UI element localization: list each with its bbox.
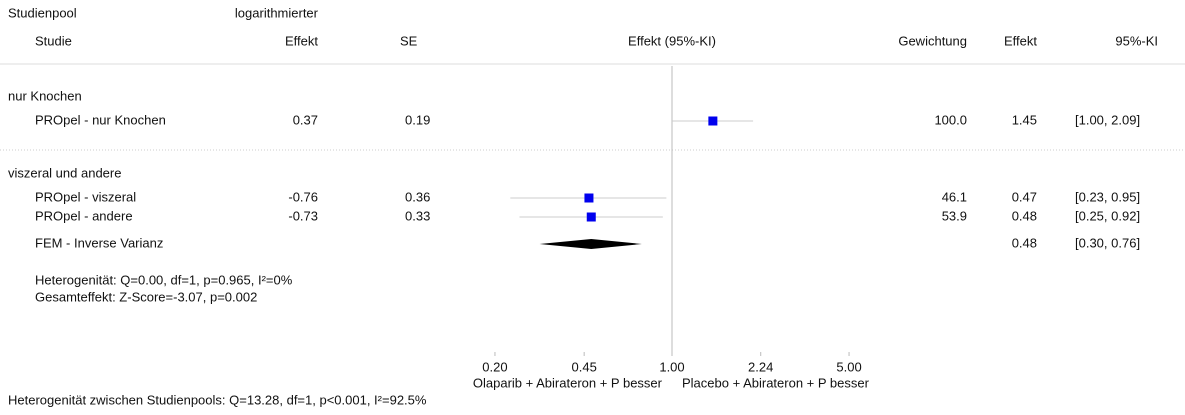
- ci: [0.23, 0.95]: [1075, 189, 1140, 204]
- header: SE: [400, 33, 418, 48]
- group-name: nur Knochen: [8, 88, 82, 103]
- header: Studie: [35, 33, 72, 48]
- x-tick-label: 5.00: [836, 359, 861, 374]
- x-tick-label: 2.24: [748, 359, 773, 374]
- effect: 0.47: [1012, 189, 1037, 204]
- study-name: PROpel - nur Knochen: [35, 112, 166, 127]
- weight: 46.1: [942, 189, 967, 204]
- header: Effekt (95%-KI): [628, 33, 716, 48]
- pooled-name: FEM - Inverse Varianz: [35, 235, 163, 250]
- ci: [0.25, 0.92]: [1075, 208, 1140, 223]
- weight: 53.9: [942, 208, 967, 223]
- effect: 0.48: [1012, 208, 1037, 223]
- header: Effekt: [1004, 33, 1037, 48]
- header: logarithmierter: [235, 5, 319, 20]
- se: 0.19: [405, 112, 430, 127]
- note: Gesamteffekt: Z-Score=-3.07, p=0.002: [35, 289, 257, 304]
- ci: [0.30, 0.76]: [1075, 235, 1140, 250]
- se: 0.33: [405, 208, 430, 223]
- x-label-right: Placebo + Abirateron + P besser: [682, 375, 870, 390]
- pooled-diamond: [539, 239, 642, 249]
- header: Studienpool: [8, 5, 77, 20]
- x-tick-label: 0.20: [482, 359, 507, 374]
- weight: 100.0: [934, 112, 967, 127]
- log-effect: -0.73: [288, 208, 318, 223]
- effect-marker: [708, 116, 718, 126]
- group-name: viszeral und andere: [8, 165, 121, 180]
- footer: Heterogenität zwischen Studienpools: Q=1…: [8, 392, 427, 407]
- study-name: PROpel - viszeral: [35, 189, 136, 204]
- log-effect: 0.37: [293, 112, 318, 127]
- effect: 1.45: [1012, 112, 1037, 127]
- effect: 0.48: [1012, 235, 1037, 250]
- x-tick-label: 1.00: [659, 359, 684, 374]
- se: 0.36: [405, 189, 430, 204]
- header: Effekt: [285, 33, 318, 48]
- x-tick-label: 0.45: [572, 359, 597, 374]
- header: Gewichtung: [898, 33, 967, 48]
- log-effect: -0.76: [288, 189, 318, 204]
- study-name: PROpel - andere: [35, 208, 133, 223]
- effect-marker: [584, 193, 594, 203]
- x-label-left: Olaparib + Abirateron + P besser: [473, 375, 663, 390]
- note: Heterogenität: Q=0.00, df=1, p=0.965, I²…: [35, 272, 293, 287]
- header: 95%-KI: [1115, 33, 1158, 48]
- ci: [1.00, 2.09]: [1075, 112, 1140, 127]
- effect-marker: [586, 212, 596, 222]
